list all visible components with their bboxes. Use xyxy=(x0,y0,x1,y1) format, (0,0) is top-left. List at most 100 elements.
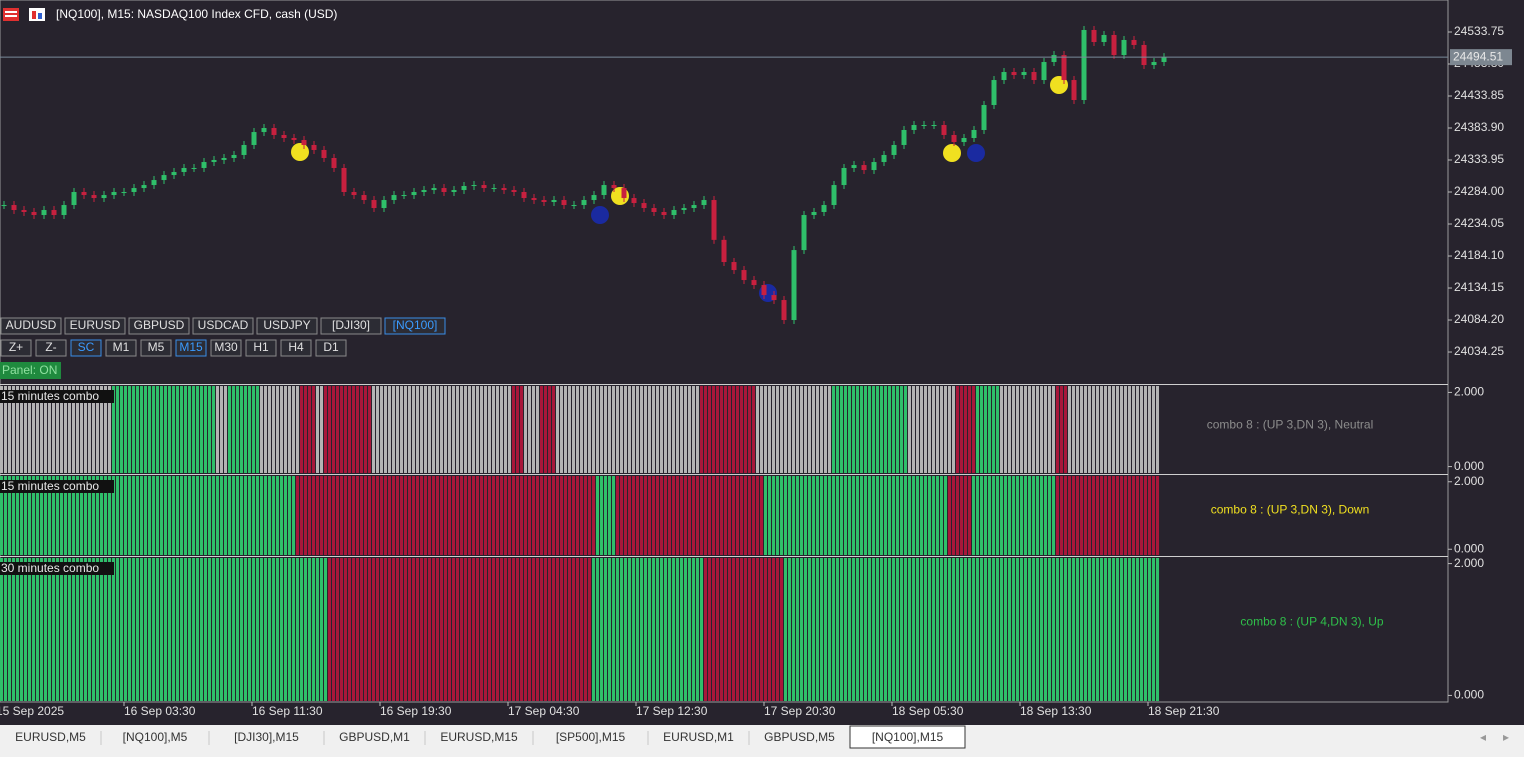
state-bar xyxy=(48,386,51,473)
tab-scroll-left[interactable]: ◂ xyxy=(1480,730,1486,744)
button-label[interactable]: [DJI30] xyxy=(332,318,370,332)
state-bar xyxy=(300,558,303,701)
state-bar xyxy=(1120,558,1123,701)
state-bar xyxy=(1088,558,1091,701)
button-label[interactable]: USDJPY xyxy=(263,318,310,332)
button-label[interactable]: D1 xyxy=(323,340,339,354)
button[interactable] xyxy=(140,339,172,357)
tab-label[interactable]: [NQ100],M15 xyxy=(872,730,944,744)
state-bar xyxy=(156,558,159,701)
state-bar xyxy=(316,558,319,701)
state-bar xyxy=(284,558,287,701)
tab-label[interactable]: EURUSD,M1 xyxy=(663,730,734,744)
state-bar xyxy=(800,386,803,473)
tab[interactable] xyxy=(849,725,966,749)
state-bar xyxy=(220,386,223,473)
state-bar xyxy=(1124,386,1127,473)
button[interactable] xyxy=(256,317,318,335)
state-bar xyxy=(1080,386,1083,473)
button-label[interactable]: [NQ100] xyxy=(393,318,438,332)
button-label[interactable]: H4 xyxy=(288,340,304,354)
button-label[interactable]: Z+ xyxy=(9,340,23,354)
button[interactable] xyxy=(0,339,32,357)
button[interactable] xyxy=(175,339,207,357)
state-bar xyxy=(948,476,951,555)
state-bar xyxy=(244,558,247,701)
state-bar xyxy=(604,558,607,701)
pane-status: combo 8 : (UP 4,DN 3), Up xyxy=(1240,615,1383,629)
state-bar xyxy=(744,476,747,555)
state-bar xyxy=(600,386,603,473)
button[interactable] xyxy=(210,339,242,357)
button[interactable] xyxy=(128,317,190,335)
state-bar xyxy=(616,476,619,555)
button[interactable] xyxy=(64,317,126,335)
candle xyxy=(631,198,637,204)
state-bar xyxy=(992,558,995,701)
state-bar xyxy=(876,476,879,555)
button-label[interactable]: AUDUSD xyxy=(6,318,57,332)
tab-scroll-right[interactable]: ▸ xyxy=(1503,730,1509,744)
tab-label[interactable]: [SP500],M15 xyxy=(556,730,626,744)
indicator-pane xyxy=(0,558,1159,701)
state-bar xyxy=(384,386,387,473)
button-label[interactable]: M15 xyxy=(179,340,203,354)
state-bar xyxy=(1128,476,1131,555)
button[interactable] xyxy=(245,339,277,357)
candle xyxy=(191,167,197,169)
tab-label[interactable]: EURUSD,M15 xyxy=(440,730,518,744)
button-label[interactable]: USDCAD xyxy=(198,318,249,332)
panel-status[interactable]: Panel: ON xyxy=(2,363,57,377)
state-bar xyxy=(52,476,55,555)
button-label[interactable]: M5 xyxy=(148,340,165,354)
state-bar xyxy=(668,476,671,555)
tab-label[interactable]: [NQ100],M5 xyxy=(123,730,188,744)
state-bar xyxy=(308,558,311,701)
candle xyxy=(1051,55,1057,63)
state-bar xyxy=(900,386,903,473)
candle xyxy=(841,167,847,186)
button-label[interactable]: GBPUSD xyxy=(134,318,185,332)
button[interactable] xyxy=(320,317,382,335)
state-bar xyxy=(1020,386,1023,473)
button-label[interactable]: EURUSD xyxy=(70,318,121,332)
state-bar xyxy=(684,558,687,701)
tab-label[interactable]: [DJI30],M15 xyxy=(234,730,299,744)
state-bar xyxy=(188,476,191,555)
state-bar xyxy=(572,386,575,473)
state-bar xyxy=(608,558,611,701)
button[interactable] xyxy=(315,339,347,357)
button[interactable] xyxy=(192,317,254,335)
state-bar xyxy=(276,386,279,473)
button-label[interactable]: H1 xyxy=(253,340,269,354)
state-bar xyxy=(416,476,419,555)
state-bar xyxy=(164,386,167,473)
button[interactable] xyxy=(384,317,446,335)
state-bar xyxy=(716,558,719,701)
button[interactable] xyxy=(105,339,137,357)
button[interactable] xyxy=(280,339,312,357)
state-bar xyxy=(756,558,759,701)
button-label[interactable]: M1 xyxy=(113,340,130,354)
state-bar xyxy=(160,386,163,473)
tab-label[interactable]: GBPUSD,M1 xyxy=(339,730,410,744)
state-bar xyxy=(584,386,587,473)
state-bar xyxy=(932,558,935,701)
state-bar xyxy=(84,476,87,555)
tab-label[interactable]: EURUSD,M5 xyxy=(15,730,86,744)
button-label[interactable]: Z- xyxy=(45,340,56,354)
candle xyxy=(451,190,457,193)
state-bar xyxy=(936,386,939,473)
button-label[interactable]: M30 xyxy=(214,340,238,354)
button[interactable] xyxy=(0,317,62,335)
candle xyxy=(761,285,767,296)
state-bar xyxy=(1092,558,1095,701)
button[interactable] xyxy=(70,339,102,357)
state-bar xyxy=(720,476,723,555)
button[interactable] xyxy=(35,339,67,357)
button-label[interactable]: SC xyxy=(78,340,95,354)
state-bar xyxy=(252,558,255,701)
tab-label[interactable]: GBPUSD,M5 xyxy=(764,730,835,744)
candle xyxy=(581,200,587,206)
state-bar xyxy=(1080,558,1083,701)
